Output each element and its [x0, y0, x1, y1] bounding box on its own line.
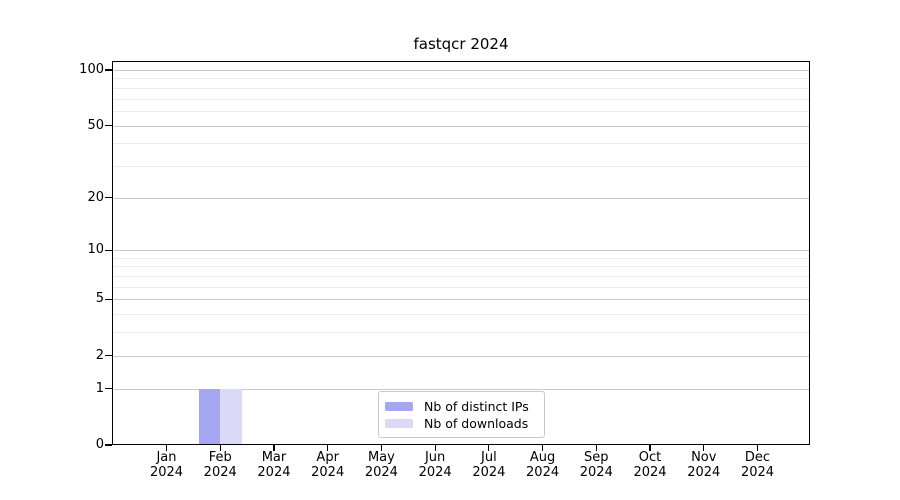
x-axis-tick-label: Feb 2024: [188, 450, 252, 480]
x-axis-month-line: Jul: [481, 450, 497, 465]
y-axis-tick: [105, 249, 112, 251]
x-axis-tick: [595, 445, 597, 451]
minor-gridline: [112, 276, 810, 278]
y-axis-tick-label: 2: [95, 347, 104, 363]
legend-label-distinct-ips: Nb of distinct IPs: [424, 398, 529, 414]
x-axis-year-line: 2024: [633, 464, 667, 480]
y-axis-tick: [105, 69, 112, 71]
x-axis-year-line: 2024: [579, 464, 613, 480]
x-axis-tick: [273, 445, 275, 451]
legend-label-downloads: Nb of downloads: [424, 415, 529, 431]
x-axis-month-line: Nov: [691, 450, 717, 465]
y-axis-tick-label: 20: [87, 189, 104, 205]
legend-swatch-downloads: [385, 418, 413, 428]
x-axis-year-line: 2024: [149, 464, 184, 480]
minor-gridline: [112, 78, 810, 80]
x-axis-tick-label: Jul 2024: [457, 450, 521, 480]
major-gridline: [112, 388, 810, 390]
minor-gridline: [112, 266, 810, 268]
x-axis-tick-label: Nov 2024: [672, 450, 736, 480]
bars-layer: [112, 61, 810, 445]
x-axis-tick: [327, 445, 329, 451]
y-axis-tick: [105, 197, 112, 199]
y-axis-tick-label: 1: [95, 380, 104, 396]
legend-item-distinct-ips: Nb of distinct IPs: [385, 399, 537, 414]
minor-gridline: [112, 286, 810, 288]
x-axis-tick-label: Jun 2024: [403, 450, 467, 480]
major-gridline: [112, 299, 810, 301]
x-axis-month-line: Aug: [529, 450, 556, 465]
x-axis-tick-label: Sep 2024: [564, 450, 628, 480]
bar-nb-of-downloads: [220, 388, 242, 445]
x-axis-tick-label: Dec 2024: [725, 450, 789, 480]
x-axis-month-line: Dec: [744, 450, 771, 465]
chart-title: fastqcr 2024: [413, 35, 509, 53]
x-axis-year-line: 2024: [257, 464, 291, 480]
x-axis-tick: [219, 445, 221, 451]
x-axis-year-line: 2024: [740, 464, 775, 480]
minor-gridline: [112, 332, 810, 334]
x-axis-year-line: 2024: [687, 464, 721, 480]
minor-gridline: [112, 165, 810, 167]
x-axis-year-line: 2024: [203, 464, 237, 480]
x-axis-tick-label: May 2024: [349, 450, 413, 480]
legend-item-downloads: Nb of downloads: [385, 416, 537, 431]
y-axis-tick-label: 10: [87, 242, 104, 258]
y-axis-tick: [105, 388, 112, 390]
minor-gridline: [112, 110, 810, 112]
x-axis-month-line: Jan: [156, 450, 177, 465]
x-axis-month-line: May: [367, 450, 395, 465]
x-axis-month-line: Sep: [584, 450, 609, 465]
x-axis-tick: [703, 445, 705, 451]
minor-gridline: [112, 143, 810, 145]
x-axis-month-line: Jun: [424, 450, 446, 465]
x-axis-tick: [165, 445, 168, 451]
x-axis-year-line: 2024: [418, 464, 452, 480]
x-axis-year-line: 2024: [364, 464, 398, 480]
x-axis-year-line: 2024: [526, 464, 560, 480]
x-axis-year-line: 2024: [472, 464, 506, 480]
x-axis-month-line: Mar: [261, 450, 287, 465]
major-gridline: [112, 70, 810, 71]
y-axis-tick: [105, 298, 112, 300]
minor-gridline: [112, 314, 810, 316]
y-axis-tick-label: 5: [95, 291, 104, 307]
y-axis-tick: [105, 355, 112, 357]
minor-gridline: [112, 98, 810, 100]
major-gridline: [112, 197, 810, 199]
x-axis-tick-label: Mar 2024: [242, 450, 306, 480]
legend-swatch-distinct-ips: [385, 401, 413, 411]
x-axis-month-line: Oct: [638, 450, 662, 465]
x-axis-month-line: Feb: [208, 450, 232, 465]
x-axis-tick: [756, 445, 759, 451]
x-axis-tick: [541, 445, 544, 451]
x-axis-year-line: 2024: [311, 464, 345, 480]
gridlines-layer: [112, 61, 810, 445]
x-axis-tick: [434, 445, 436, 451]
major-gridline: [112, 355, 810, 357]
legend: Nb of distinct IPs Nb of downloads: [378, 391, 545, 438]
bar-nb-of-distinct-ips: [198, 388, 221, 445]
y-axis-tick: [105, 444, 112, 446]
x-axis-tick-label: Apr 2024: [296, 450, 360, 480]
x-axis-tick-label: Oct 2024: [618, 450, 682, 480]
major-gridline: [112, 125, 810, 127]
y-axis-tick-label: 50: [87, 117, 104, 133]
x-axis-tick: [380, 445, 382, 451]
x-axis-tick-label: Jan 2024: [135, 450, 199, 480]
minor-gridline: [112, 257, 810, 259]
x-axis-tick-label: Aug 2024: [511, 450, 575, 480]
major-gridline: [112, 250, 810, 252]
y-axis-tick: [105, 124, 112, 127]
minor-gridline: [112, 87, 810, 89]
y-axis-tick-label: 100: [79, 62, 104, 78]
y-axis-tick-label: 0: [95, 437, 104, 453]
x-axis-tick: [488, 445, 490, 451]
x-axis-month-line: Apr: [316, 450, 339, 465]
x-axis-tick: [649, 445, 651, 451]
